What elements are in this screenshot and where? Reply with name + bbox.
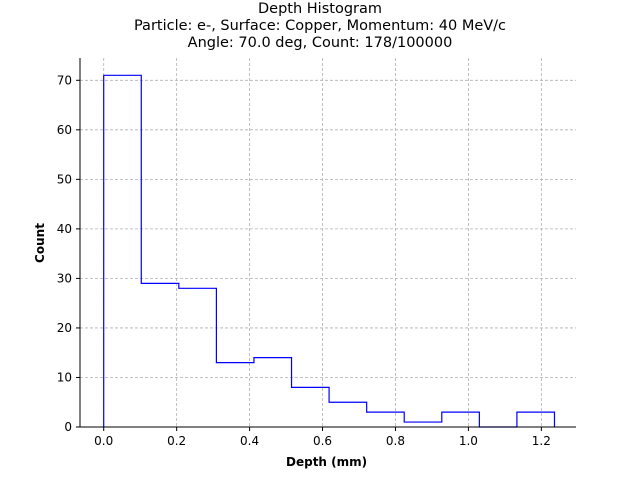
histogram-bin (404, 422, 442, 427)
y-tick-label: 20 (57, 321, 72, 335)
x-tick-label: 0.4 (240, 434, 259, 448)
y-tick-label: 0 (64, 420, 72, 434)
histogram-bin (141, 283, 179, 427)
x-tick-label: 0.0 (94, 434, 113, 448)
y-axis-label: Count (32, 223, 47, 263)
histogram-step-line (103, 74, 556, 428)
x-tick-label: 1.2 (532, 434, 551, 448)
histogram-bin (367, 412, 405, 427)
y-tick-label: 50 (57, 172, 72, 186)
y-tick-label: 60 (57, 123, 72, 137)
y-tick-label: 30 (57, 271, 72, 285)
x-tick-label: 0.8 (386, 434, 405, 448)
chart-title: Depth Histogram (258, 1, 382, 17)
histogram-bin (254, 358, 292, 427)
histogram-bin (179, 288, 217, 427)
histogram-bin (442, 412, 480, 427)
x-tick-label: 0.2 (167, 434, 186, 448)
x-tick-label: 0.6 (313, 434, 332, 448)
x-axis-label: Depth (mm) (286, 455, 368, 469)
y-tick-label: 40 (57, 222, 72, 236)
histogram-bin (104, 75, 142, 427)
x-tick-label: 1.0 (459, 434, 478, 448)
chart-subtitle-line-2: Angle: 70.0 deg, Count: 178/100000 (187, 35, 453, 51)
y-tick-label: 10 (57, 370, 72, 384)
histogram-bin (517, 412, 555, 427)
histogram-bin (216, 363, 254, 427)
y-tick-label: 70 (57, 73, 72, 87)
histogram-bin (292, 387, 330, 427)
histogram-bin (329, 402, 367, 427)
chart-subtitle-line-1: Particle: e-, Surface: Copper, Momentum:… (133, 18, 507, 34)
